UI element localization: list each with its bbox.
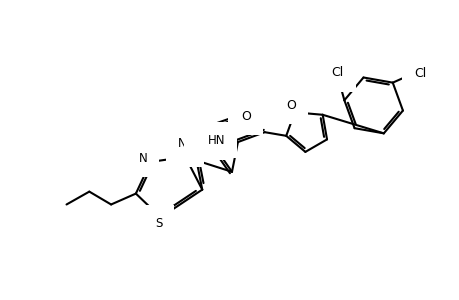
Text: Cl: Cl	[330, 66, 343, 79]
Text: N: N	[138, 152, 147, 165]
Text: HN: HN	[195, 136, 213, 148]
Text: N: N	[178, 136, 186, 150]
Text: HN: HN	[207, 134, 224, 147]
Text: Cl: Cl	[414, 67, 425, 80]
Text: O: O	[241, 110, 250, 123]
Text: O: O	[285, 99, 295, 112]
Text: S: S	[155, 217, 162, 230]
Text: N: N	[183, 142, 191, 155]
